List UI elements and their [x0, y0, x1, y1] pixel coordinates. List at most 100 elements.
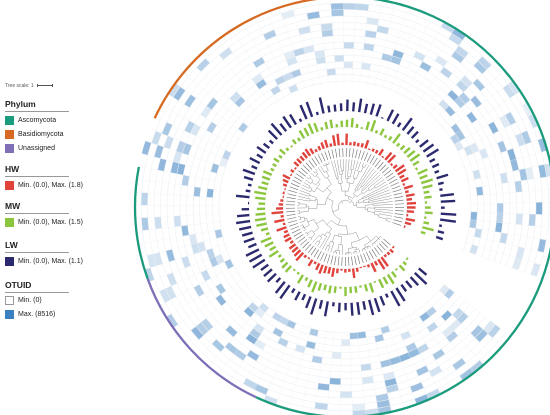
- heatmap-cell: [510, 159, 519, 172]
- lw-bar: [279, 284, 291, 300]
- heatmap-cell: [472, 78, 485, 92]
- tree-scale-label: Tree scale: 1: [5, 83, 34, 89]
- legend-item-unassigned: Unassigned: [5, 144, 55, 153]
- branch-line: [366, 235, 371, 242]
- branch-line: [310, 234, 316, 239]
- heatmap-cell: [450, 123, 461, 134]
- leaf-label-mark: [391, 185, 401, 190]
- leaf-label-mark: [286, 200, 296, 203]
- heatmap-cell: [173, 151, 183, 164]
- branch-line: [313, 227, 320, 233]
- heatmap-cell: [364, 30, 377, 39]
- heatmap-divider: [467, 226, 550, 241]
- heatmap-divider: [198, 295, 259, 358]
- heatmap-divider: [456, 113, 534, 153]
- mw-bar: [391, 271, 397, 278]
- mw-bar: [379, 128, 385, 136]
- leaf-label-mark: [321, 152, 326, 162]
- branch-arc: [348, 246, 357, 249]
- hw-legend-title: HW: [5, 164, 20, 174]
- hw-swatch: [5, 181, 14, 190]
- branch-line: [299, 220, 306, 223]
- hw-bar: [289, 173, 293, 177]
- tree-branches: [297, 159, 394, 256]
- heatmap-cell: [189, 233, 198, 245]
- leaf-label-mark: [361, 151, 365, 160]
- branch-arc: [355, 202, 358, 208]
- hw-bar: [324, 139, 329, 148]
- leaf-label-mark: [335, 148, 338, 158]
- branch-line: [351, 242, 353, 248]
- heatmap-divider: [240, 314, 284, 390]
- leaf-label-mark: [317, 154, 323, 163]
- heatmap-divider: [263, 321, 298, 401]
- branch-line: [316, 175, 321, 181]
- branch-line: [355, 201, 359, 203]
- heatmap-cell: [519, 168, 528, 181]
- legend-item-ascomycota: Ascomycota: [5, 116, 56, 125]
- mw-bar: [392, 133, 401, 144]
- mw-bar: [420, 230, 426, 235]
- leaf-label-mark: [366, 153, 372, 163]
- branch-line: [374, 213, 379, 216]
- heatmap-cell: [537, 238, 547, 253]
- heatmap-divider: [468, 201, 550, 205]
- hw-bar: [397, 168, 407, 176]
- heatmap-cell: [214, 229, 223, 239]
- lw-bar: [275, 277, 282, 283]
- hw-bar: [404, 221, 412, 226]
- lw-bar: [263, 268, 273, 278]
- lw-bar: [410, 130, 419, 139]
- heatmap-cell: [399, 352, 411, 362]
- legend-item-label: Max. (8516): [18, 311, 56, 318]
- branch-line: [367, 247, 369, 250]
- branch-line: [328, 161, 330, 164]
- leaf-label-mark: [305, 162, 313, 170]
- lw-bar: [391, 113, 400, 125]
- legend-divider: [5, 252, 69, 253]
- lw-bar: [236, 213, 250, 218]
- branch-line: [319, 236, 327, 248]
- branch-line: [318, 237, 323, 242]
- hw-bar: [288, 243, 297, 250]
- branch-arc: [303, 216, 306, 221]
- branch-line: [364, 248, 366, 251]
- lw-bar: [242, 168, 256, 176]
- legend-item-lw: Min. (0.0), Max. (1.1): [5, 257, 83, 266]
- ascomycota-arc: [372, 0, 550, 262]
- branch-arc: [354, 248, 359, 251]
- heatmap-cell: [515, 246, 525, 260]
- hw-bar: [377, 258, 386, 270]
- heatmap-divider: [140, 236, 225, 258]
- branch-line: [385, 220, 391, 223]
- heatmap-divider: [304, 0, 322, 86]
- branch-line: [350, 159, 353, 170]
- lw-bar: [373, 297, 381, 313]
- mw-bar: [354, 286, 358, 293]
- heatmap-divider: [288, 326, 312, 410]
- branch-line: [358, 201, 364, 204]
- mw-bar: [382, 276, 389, 285]
- branch-line: [341, 201, 344, 204]
- leaf-label-mark: [289, 186, 299, 191]
- lw-bar: [235, 219, 251, 225]
- mw-bar: [424, 211, 433, 215]
- lw-swatch: [5, 257, 14, 266]
- leaf-label-mark: [364, 152, 369, 161]
- heatmap-divider: [339, 330, 343, 415]
- heatmap-cell: [538, 164, 547, 178]
- branch-line: [339, 159, 342, 172]
- heatmap-divider: [167, 93, 241, 141]
- heatmap-cell: [219, 47, 233, 60]
- legend-divider: [5, 176, 69, 177]
- branch-line: [320, 165, 325, 173]
- lw-bar: [299, 104, 308, 120]
- mw-swatch: [5, 218, 14, 227]
- branch-arc: [345, 195, 353, 199]
- branch-line: [356, 171, 360, 180]
- leaf-label-mark: [394, 210, 404, 212]
- hw-bar: [296, 158, 303, 164]
- heatmap-divider: [372, 327, 392, 412]
- heatmap-cell: [314, 402, 328, 410]
- branch-line: [298, 193, 310, 197]
